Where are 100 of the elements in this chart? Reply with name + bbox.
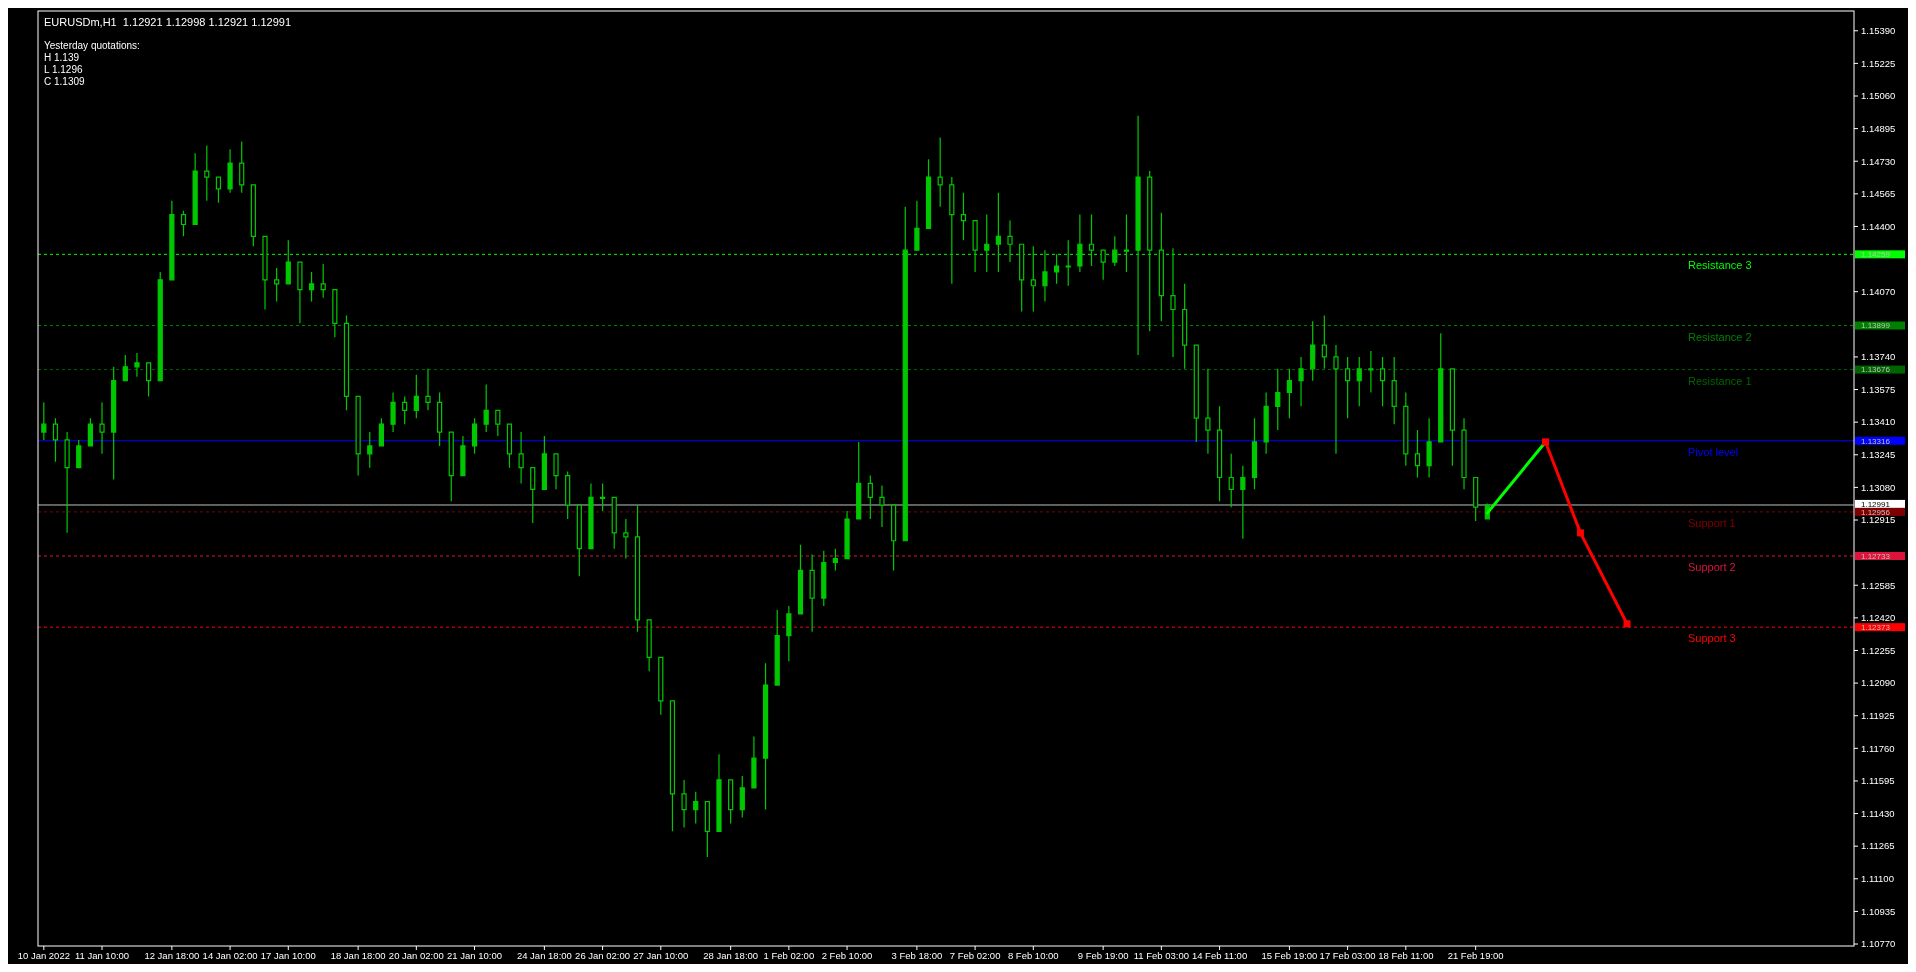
chart-title: EURUSDm,H1 1.12921 1.12998 1.12921 1.12991 [44, 16, 292, 28]
candlestick [646, 619, 652, 672]
y-tick-label: 1.11430 [1861, 807, 1895, 819]
candlestick [1286, 368, 1293, 419]
candlestick [716, 753, 722, 832]
y-tick-label: 1.14565 [1861, 188, 1896, 200]
ref-line-label: Support 1 [1688, 516, 1736, 529]
annotation: H 1.139 [44, 52, 80, 63]
x-tick-label: 1 Feb 02:00 [763, 950, 815, 961]
x-tick-label: 12 Jan 18:00 [144, 950, 200, 961]
candlestick [879, 484, 885, 528]
candlestick [204, 144, 210, 202]
candlestick [1251, 417, 1258, 490]
y-tick-label: 1.13740 [1861, 351, 1896, 363]
point [1576, 529, 1584, 537]
candlestick [1321, 314, 1327, 370]
candlestick [448, 431, 454, 502]
candlestick [378, 417, 385, 447]
y-tick-label: 1.10935 [1861, 905, 1896, 917]
x-tick-label: 18 Feb 11:00 [1378, 950, 1434, 961]
candlestick [1182, 283, 1188, 370]
x-tick-label: 21 Feb 19:00 [1447, 950, 1504, 961]
x-tick-label: 14 Feb 11:00 [1191, 950, 1248, 961]
candlestick [1310, 320, 1316, 382]
candlestick [52, 417, 59, 463]
x-tick-label: 3 Feb 18:00 [891, 950, 943, 961]
candlestick [914, 200, 920, 251]
candlestick [1088, 214, 1095, 267]
x-tick-label: 11 Feb 03:00 [1133, 950, 1190, 961]
candlestick [937, 136, 943, 208]
candlestick [425, 368, 431, 411]
text: 1.12373 [1861, 622, 1891, 632]
x-tick-label: 27 Jan 10:00 [633, 950, 689, 961]
candlestick [704, 801, 710, 858]
candlestick [553, 453, 559, 490]
candlestick [41, 401, 47, 441]
candlestick [145, 362, 152, 398]
y-tick-label: 1.11595 [1861, 775, 1895, 787]
candlestick [611, 496, 617, 550]
point [1542, 438, 1550, 446]
y-tick-label: 1.11760 [1861, 742, 1895, 754]
candlestick [1414, 429, 1421, 479]
candlestick [1216, 405, 1223, 502]
candlestick [576, 504, 582, 577]
candlestick [1042, 249, 1048, 303]
candlestick [99, 401, 105, 455]
candlestick [227, 148, 233, 194]
candlestick [274, 267, 280, 303]
candlestick [1263, 391, 1269, 455]
candlestick [518, 431, 524, 485]
candlestick [180, 210, 187, 237]
candlestick [762, 662, 769, 811]
y-tick-label: 1.12090 [1861, 677, 1896, 689]
candlestick [1228, 453, 1234, 508]
candlestick [1449, 368, 1455, 467]
candlestick [483, 384, 489, 433]
candlestick [1461, 417, 1467, 490]
text: 1.12991 [1861, 499, 1891, 509]
y-tick-label: 1.15390 [1861, 25, 1896, 37]
candlestick [1240, 465, 1246, 540]
candlestick [1053, 253, 1060, 285]
candlestick [1112, 235, 1118, 267]
candlestick [413, 374, 419, 419]
candlestick [588, 482, 594, 550]
candlestick [1170, 247, 1176, 358]
candlestick [634, 504, 641, 633]
x-tick-label: 11 Jan 10:00 [74, 950, 130, 961]
candlestick [599, 482, 606, 512]
candlestick [658, 656, 664, 716]
candlestick [809, 554, 815, 633]
y-tick-label: 1.13245 [1861, 449, 1896, 461]
candlestick [1379, 356, 1386, 407]
text: 1.13676 [1861, 365, 1891, 375]
y-tick-label: 1.14400 [1861, 220, 1896, 232]
candlestick [1403, 391, 1409, 467]
y-tick-label: 1.13410 [1861, 416, 1896, 428]
candlestick [460, 435, 466, 477]
candlestick [111, 366, 117, 481]
candlestick [844, 510, 850, 560]
x-tick-label: 7 Feb 02:00 [949, 950, 1001, 961]
candlestick [739, 775, 745, 819]
x-tick-label: 17 Jan 10:00 [260, 950, 316, 961]
candlestick [681, 779, 687, 828]
candlestick [506, 423, 513, 469]
candlestick [297, 261, 303, 324]
candlestick [355, 395, 361, 477]
candlestick [250, 184, 256, 247]
candlestick [122, 354, 128, 382]
text: 1.13899 [1861, 321, 1891, 331]
x-tick-label: 15 Feb 19:00 [1261, 950, 1318, 961]
ref-line-label: Resistance 3 [1688, 259, 1752, 272]
candlestick [157, 271, 163, 382]
y-tick-label: 1.14730 [1861, 155, 1896, 167]
ref-line-label: Resistance 1 [1688, 374, 1752, 387]
y-tick-label: 1.14070 [1861, 286, 1896, 298]
candlestick [390, 391, 396, 433]
x-tick-label: 21 Jan 10:00 [447, 950, 503, 961]
candlestick [1205, 368, 1211, 455]
y-tick-label: 1.11265 [1861, 840, 1895, 852]
y-tick-label: 1.12585 [1861, 579, 1896, 591]
